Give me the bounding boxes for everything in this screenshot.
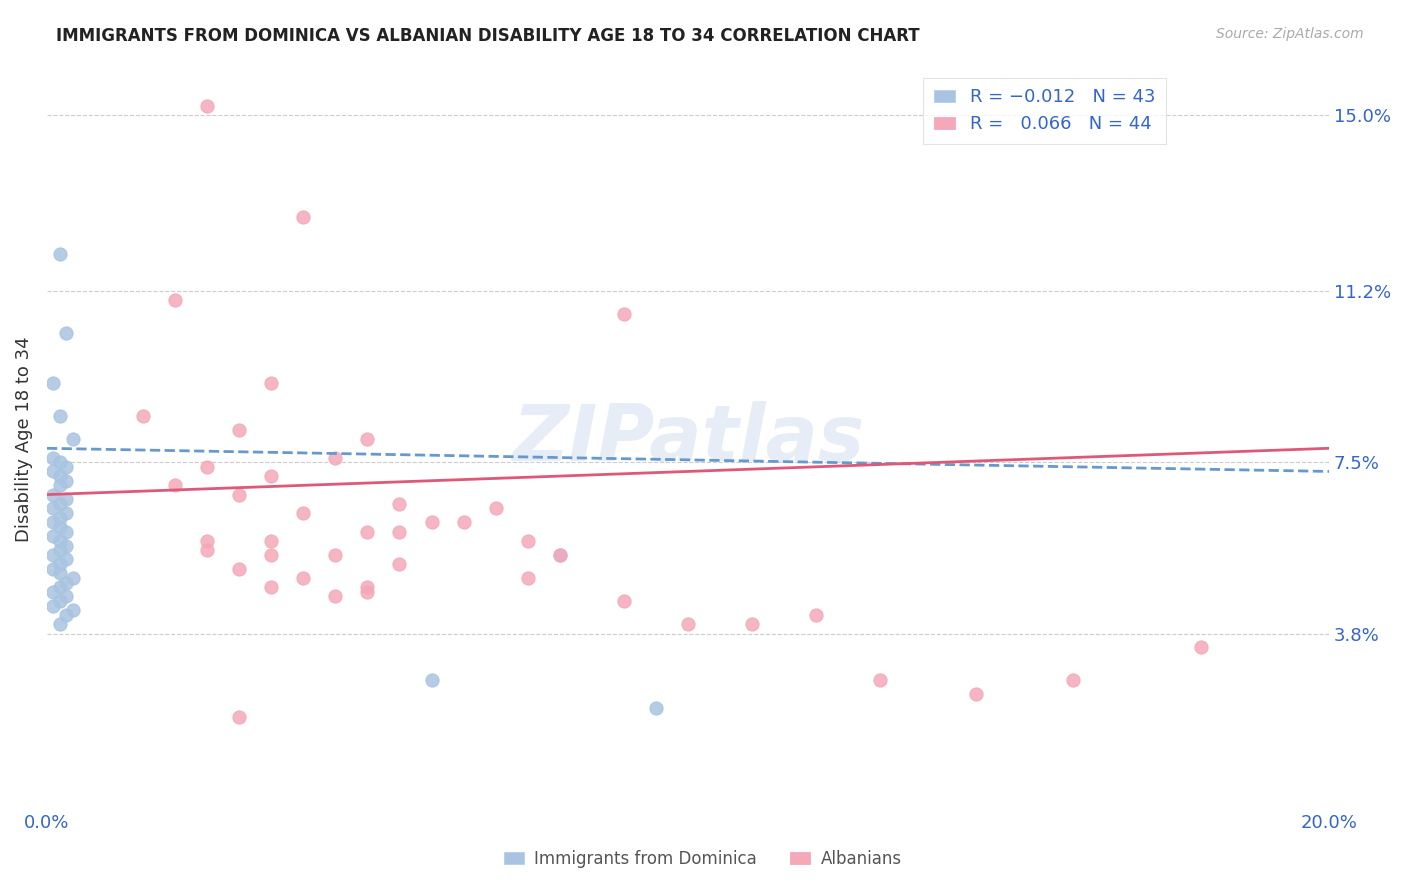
Point [1062, 673, 1084, 687]
Point [388, 557, 411, 571]
Point [869, 673, 891, 687]
Point [965, 687, 987, 701]
Point [260, 376, 283, 391]
Point [48, 247, 70, 261]
Point [228, 487, 250, 501]
Point [132, 409, 155, 423]
Point [804, 607, 827, 622]
Point [356, 580, 378, 594]
Point [195, 459, 218, 474]
Point [325, 590, 347, 604]
Legend: R = −0.012   N = 43, R =   0.066   N = 44: R = −0.012 N = 43, R = 0.066 N = 44 [922, 78, 1166, 145]
Point [388, 524, 411, 539]
Point [55, 474, 77, 488]
Point [165, 293, 187, 307]
Point [42, 548, 65, 562]
Point [228, 423, 250, 437]
Point [195, 98, 218, 112]
Point [55, 524, 77, 539]
Point [55, 552, 77, 566]
Point [42, 585, 65, 599]
Point [613, 594, 636, 608]
Point [48, 594, 70, 608]
Legend: Immigrants from Dominica, Albanians: Immigrants from Dominica, Albanians [498, 844, 908, 875]
Point [292, 571, 315, 585]
Point [48, 520, 70, 534]
Point [42, 529, 65, 543]
Point [62, 432, 84, 446]
Point [55, 590, 77, 604]
Point [644, 700, 666, 714]
Point [48, 533, 70, 548]
Point [453, 516, 475, 530]
Point [613, 307, 636, 321]
Point [228, 562, 250, 576]
Point [42, 450, 65, 465]
Point [42, 562, 65, 576]
Point [48, 455, 70, 469]
Point [48, 497, 70, 511]
Point [165, 478, 187, 492]
Point [1189, 640, 1212, 655]
Point [356, 432, 378, 446]
Point [55, 459, 77, 474]
Text: IMMIGRANTS FROM DOMINICA VS ALBANIAN DISABILITY AGE 18 TO 34 CORRELATION CHART: IMMIGRANTS FROM DOMINICA VS ALBANIAN DIS… [56, 27, 920, 45]
Point [516, 571, 538, 585]
Point [48, 469, 70, 483]
Point [325, 450, 347, 465]
Text: Source: ZipAtlas.com: Source: ZipAtlas.com [1216, 27, 1364, 41]
Point [260, 548, 283, 562]
Point [62, 603, 84, 617]
Point [356, 524, 378, 539]
Point [741, 617, 763, 632]
Point [516, 533, 538, 548]
Y-axis label: Disability Age 18 to 34: Disability Age 18 to 34 [15, 336, 32, 541]
Point [55, 607, 77, 622]
Text: ZIPatlas: ZIPatlas [512, 401, 865, 477]
Point [48, 617, 70, 632]
Point [55, 326, 77, 340]
Point [195, 533, 218, 548]
Point [48, 566, 70, 581]
Point [356, 585, 378, 599]
Point [420, 673, 443, 687]
Point [48, 543, 70, 558]
Point [420, 516, 443, 530]
Point [485, 501, 508, 516]
Point [260, 469, 283, 483]
Point [548, 548, 571, 562]
Point [548, 548, 571, 562]
Point [55, 539, 77, 553]
Point [48, 478, 70, 492]
Point [42, 376, 65, 391]
Point [42, 516, 65, 530]
Point [48, 409, 70, 423]
Point [292, 210, 315, 224]
Point [55, 492, 77, 507]
Point [55, 575, 77, 590]
Point [62, 571, 84, 585]
Point [42, 599, 65, 613]
Point [42, 465, 65, 479]
Point [195, 543, 218, 558]
Point [48, 557, 70, 571]
Point [228, 710, 250, 724]
Point [260, 533, 283, 548]
Point [292, 506, 315, 520]
Point [42, 487, 65, 501]
Point [55, 506, 77, 520]
Point [388, 497, 411, 511]
Point [676, 617, 699, 632]
Point [48, 580, 70, 594]
Point [325, 548, 347, 562]
Point [260, 580, 283, 594]
Point [48, 510, 70, 524]
Point [42, 501, 65, 516]
